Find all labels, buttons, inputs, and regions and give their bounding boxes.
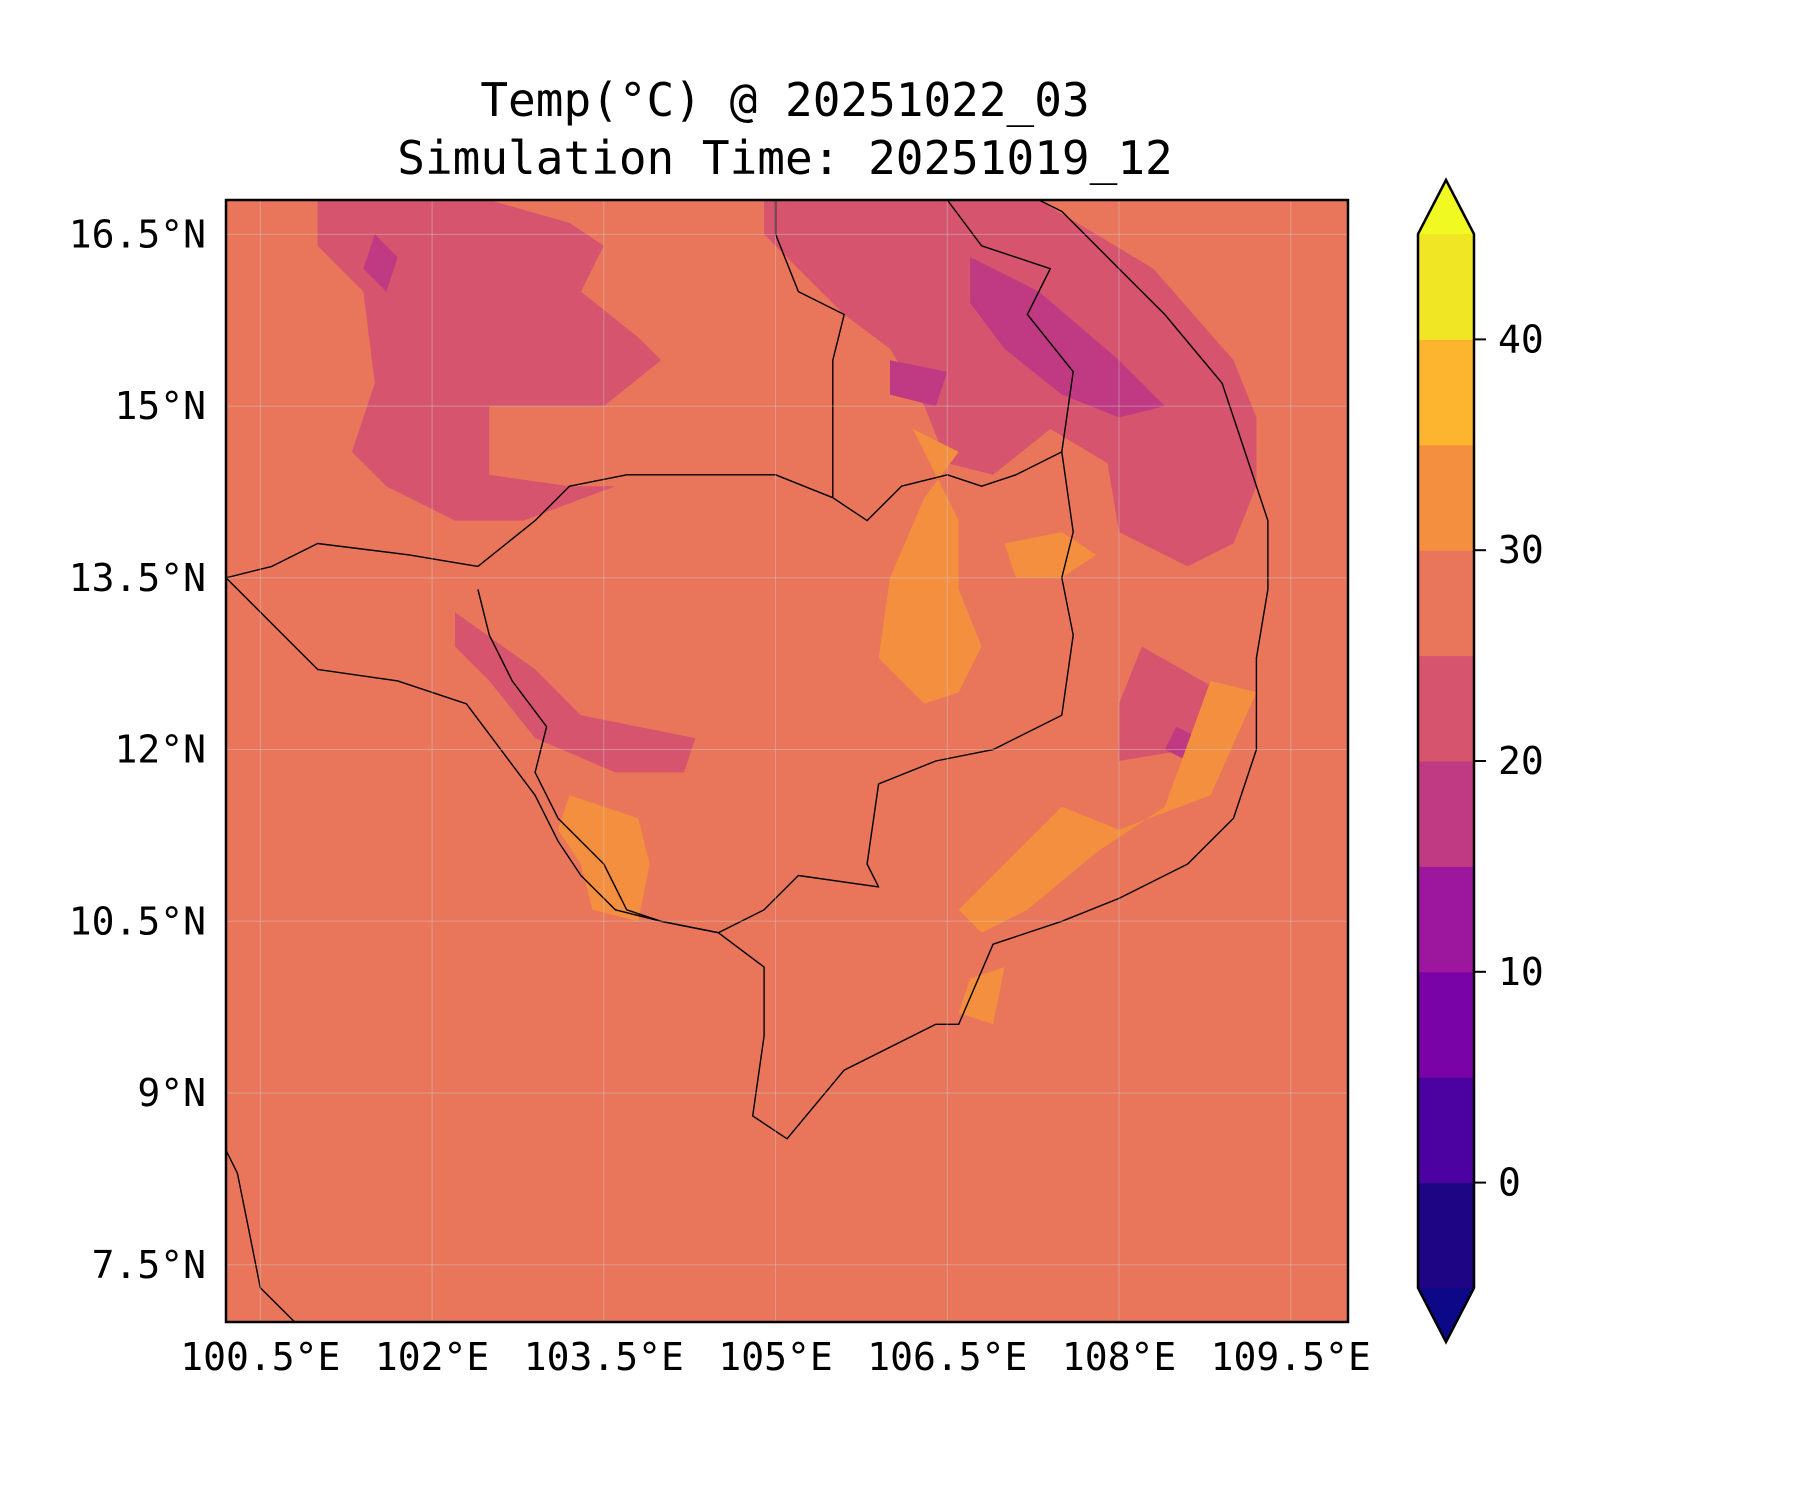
colorbar-segment: [1418, 1077, 1474, 1184]
contour-region-30-35-8: [878, 429, 982, 704]
colorbar: 0 10 20 30 40: [1416, 177, 1544, 1345]
outline-laos-cambodia-vietnam: [774, 200, 845, 498]
coastlines-and-borders: [226, 200, 1269, 1322]
outline-malay-peninsula: [226, 1149, 296, 1322]
lat-tick-label: 12°N: [114, 728, 206, 772]
map-subtitle: Simulation Time: 20251019_12: [397, 131, 1172, 185]
lon-tick-label: 106.5°E: [867, 1335, 1027, 1379]
lon-tick-label: 109.5°E: [1211, 1335, 1371, 1379]
lon-tick-label: 102°E: [375, 1335, 489, 1379]
lon-tick-label: 105°E: [718, 1335, 832, 1379]
contour-region-30-35-10: [958, 680, 1257, 933]
latitude-ticks: 16.5°N 15°N 13.5°N 12°N 10.5°N 9°N 7.5°N: [69, 212, 206, 1286]
colorbar-segment: [1418, 1182, 1474, 1289]
colorbar-segment: [1418, 655, 1474, 762]
longitude-ticks: 100.5°E 102°E 103.5°E 105°E 106.5°E 108°E 109.…: [180, 1335, 1371, 1379]
colorbar-tick-label: 30: [1498, 528, 1544, 572]
map-frame: [224, 198, 1350, 1324]
lon-tick-label: 100.5°E: [180, 1335, 340, 1379]
outline-laos-thailand: [226, 542, 479, 579]
outline-gulf-coast: [226, 200, 1269, 1140]
lat-tick-label: 13.5°N: [69, 556, 206, 600]
colorbar-segment: [1418, 866, 1474, 973]
colorbar-tick-label: 10: [1498, 950, 1544, 994]
colorbar-segment: [1418, 550, 1474, 657]
colorbar-segment: [1418, 761, 1474, 867]
colorbar-tick-label: 20: [1498, 739, 1544, 783]
colorbar-outline: [1416, 177, 1476, 1345]
colorbar-tick-label: 0: [1498, 1161, 1521, 1205]
lat-tick-label: 15°N: [114, 384, 206, 428]
colorbar-segment: [1418, 444, 1474, 551]
colorbar-segment: [1418, 971, 1474, 1078]
outline-laos-vietnam: [946, 200, 1074, 452]
lon-tick-label: 108°E: [1062, 1335, 1176, 1379]
lat-tick-label: 9°N: [137, 1071, 206, 1115]
contour-region-20-25-1: [764, 200, 1257, 567]
gridlines: [226, 200, 1348, 1322]
map-title: Temp(°C) @ 20251022_03: [480, 73, 1089, 127]
outline-cambodia: [477, 451, 1074, 934]
contour-region-30-35-11: [1004, 532, 1097, 578]
contour-region-15-20-4: [970, 257, 1165, 418]
map-panel: 100.5°E 102°E 103.5°E 105°E 106.5°E 108°E 109.…: [69, 198, 1371, 1379]
lat-tick-label: 7.5°N: [92, 1243, 206, 1287]
contour-region-20-25-2: [455, 612, 696, 773]
colorbar-segment: [1418, 234, 1474, 340]
temperature-contours: [317, 200, 1257, 1025]
contour-region-30-35-9: [558, 795, 650, 922]
contour-region-15-20-5: [363, 234, 398, 292]
lon-tick-label: 103.5°E: [524, 1335, 684, 1379]
contour-region-20-25-0: [317, 200, 662, 521]
contour-region-15-20-6: [890, 360, 948, 407]
lat-tick-label: 10.5°N: [69, 899, 206, 943]
colorbar-extend-min: [1418, 1288, 1474, 1342]
contour-region-30-35-12: [958, 967, 1005, 1025]
lat-tick-label: 16.5°N: [69, 212, 206, 256]
colorbar-tick-label: 40: [1498, 317, 1544, 361]
colorbar-segment: [1418, 339, 1474, 446]
colorbar-extend-max: [1418, 180, 1474, 234]
